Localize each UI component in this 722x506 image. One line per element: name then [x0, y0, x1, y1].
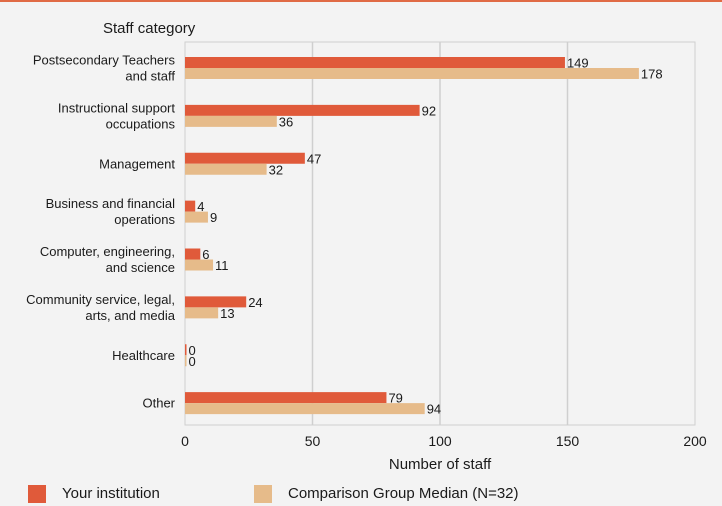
bar-value-label: 0 [189, 343, 196, 358]
bar-value-label: 6 [202, 247, 209, 262]
grid-layer [311, 42, 569, 425]
legend-label-your-institution: Your institution [62, 485, 160, 502]
bar-value-label: 47 [307, 151, 321, 166]
bar [185, 104, 420, 116]
bar-value-label: 0 [189, 354, 196, 369]
legend-swatch-your-institution [28, 485, 46, 503]
bar [185, 307, 219, 319]
bar [185, 344, 187, 356]
bar [185, 68, 639, 79]
bar [185, 259, 214, 271]
category-label: Postsecondary Teachers and staff [33, 53, 176, 84]
category-label: Management [99, 156, 175, 171]
plot-frame [184, 41, 696, 426]
bar [185, 403, 425, 415]
y-axis-title: Staff category [103, 20, 196, 37]
legend-item-your-institution: Your institution [28, 485, 160, 503]
bar [185, 392, 387, 404]
bar [185, 57, 565, 68]
legend-swatch-comparison-median [254, 485, 272, 503]
x-tick-label: 150 [556, 433, 580, 449]
bar [185, 115, 277, 127]
category-label: Instructional support occupations [58, 100, 176, 131]
bar-value-label: 92 [422, 103, 436, 118]
x-tick-label: 50 [305, 433, 321, 449]
bar-value-label: 178 [641, 67, 663, 82]
x-tick-label: 0 [181, 433, 189, 449]
top-accent-rule [0, 0, 722, 2]
bars-layer [185, 57, 639, 415]
x-tick-labels: 0 50 100 150 200 [181, 433, 707, 449]
category-labels: Postsecondary Teachers and staff Instructi… [26, 53, 176, 411]
bar-value-label: 11 [215, 258, 229, 273]
bar [185, 296, 247, 308]
legend-label-comparison-median: Comparison Group Median (N=32) [288, 485, 519, 502]
bar-value-label: 24 [248, 295, 262, 310]
bar-value-label: 4 [197, 199, 204, 214]
bar [185, 248, 201, 260]
bar-value-label: 79 [388, 391, 402, 406]
bar [185, 200, 196, 212]
bar-value-label: 9 [210, 210, 217, 225]
category-label: Business and financial operations [46, 196, 176, 227]
bar-value-label: 13 [220, 306, 234, 321]
category-label: Other [142, 396, 175, 411]
legend: Your institution Comparison Group Median… [0, 481, 722, 506]
bar-value-label: 36 [279, 114, 293, 129]
bar [185, 211, 208, 223]
category-label: Community service, legal, arts, and media [26, 292, 176, 323]
x-tick-label: 100 [428, 433, 452, 449]
x-axis-title: Number of staff [389, 456, 492, 473]
legend-item-comparison-median: Comparison Group Median (N=32) [254, 485, 519, 503]
category-label: Healthcare [112, 348, 175, 363]
x-tick-label: 200 [683, 433, 707, 449]
labels-layer: 149 178 92 36 47 32 49 6 11 24 13 00 79 94 [189, 56, 663, 417]
bar-value-label: 149 [567, 56, 589, 71]
bar [185, 163, 267, 175]
category-label: Computer, engineering, and science [40, 244, 175, 275]
bar-value-label: 32 [269, 162, 283, 177]
bar-value-label: 94 [427, 402, 441, 417]
bar [185, 355, 187, 367]
bar [185, 152, 305, 164]
